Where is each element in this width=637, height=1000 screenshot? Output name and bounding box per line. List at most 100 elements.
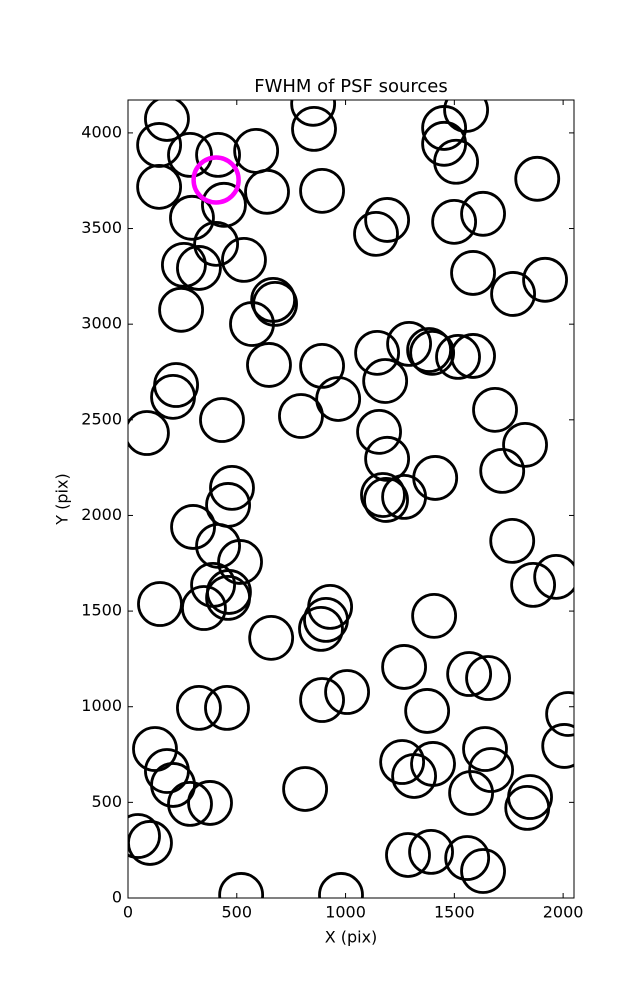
source-circle [353, 210, 399, 257]
source-circle [379, 739, 426, 785]
source-circle [404, 688, 451, 734]
source-circle [233, 127, 280, 174]
source-circle [299, 342, 345, 389]
source-circle [303, 596, 349, 643]
source-circle [450, 250, 496, 296]
source-circle [246, 342, 292, 388]
source-circle [250, 276, 297, 323]
source-circle [158, 286, 204, 333]
source-circle [244, 168, 290, 215]
source-circle [137, 581, 183, 627]
x-tick-label: 2000 [543, 903, 584, 922]
source-circle [541, 723, 574, 769]
source-circle [385, 832, 431, 878]
source-circle [191, 155, 241, 205]
source-circle [472, 386, 518, 433]
x-axis-label: X (pix) [325, 928, 378, 947]
x-tick-label: 1500 [434, 903, 475, 922]
source-circle [408, 829, 454, 875]
source-circle [170, 504, 216, 550]
source-circle [128, 410, 170, 456]
source-circle [460, 848, 506, 894]
source-circle [364, 435, 411, 482]
source-circle [490, 271, 536, 317]
x-tick-label: 1000 [325, 903, 366, 922]
y-tick-label: 1000 [81, 696, 122, 715]
source-circle [136, 163, 183, 210]
source-circle [363, 477, 409, 523]
source-circle [324, 669, 370, 715]
source-circle [169, 194, 215, 241]
source-circle [462, 726, 508, 772]
source-circle [448, 770, 494, 816]
source-circle [465, 655, 511, 701]
source-circle [150, 373, 196, 420]
chart-title: FWHM of PSF sources [254, 76, 448, 97]
source-circle [209, 465, 255, 511]
source-circle [290, 100, 337, 127]
x-tick-label: 0 [123, 903, 133, 922]
source-circle [167, 131, 213, 178]
source-circle [299, 677, 345, 723]
source-circle [362, 358, 409, 404]
y-tick-label: 4000 [81, 122, 122, 141]
source-circle [205, 574, 251, 621]
source-circle [444, 835, 491, 881]
source-circle [411, 592, 458, 639]
source-circle [252, 280, 298, 327]
source-circle [248, 614, 295, 661]
source-circle [136, 122, 183, 168]
source-circle [128, 820, 173, 866]
source-circle [217, 539, 263, 585]
source-circle [201, 181, 247, 228]
y-tick-label: 0 [112, 888, 122, 907]
source-circle [450, 333, 496, 379]
source-circle [504, 785, 551, 831]
y-tick-label: 2000 [81, 505, 122, 524]
source-circle [406, 327, 453, 373]
source-circle [315, 376, 362, 422]
source-circle [410, 741, 456, 787]
source-circle [181, 585, 227, 631]
source-circle [446, 651, 493, 697]
source-circle [144, 100, 190, 142]
y-tick-label: 3500 [81, 218, 122, 237]
source-circle [468, 747, 515, 793]
y-tick-label: 3000 [81, 314, 122, 333]
source-circle [221, 237, 267, 283]
source-circle [187, 780, 233, 826]
source-circle [356, 408, 402, 455]
source-circle [278, 393, 324, 439]
source-circle [176, 684, 222, 731]
source-circle [381, 473, 427, 520]
axes-frame [127, 99, 575, 899]
source-circle [412, 455, 459, 501]
source-circle [199, 397, 245, 443]
source-circle [489, 517, 536, 564]
source-circle [150, 762, 196, 808]
source-circle [431, 198, 478, 245]
y-tick-label: 1500 [81, 601, 122, 620]
source-circle [195, 131, 241, 178]
source-circle [291, 105, 337, 152]
source-circle [502, 421, 548, 468]
source-circle [132, 726, 178, 772]
source-circle [421, 105, 468, 151]
source-circle [298, 605, 344, 652]
source-circle [354, 329, 401, 376]
source-circle [167, 780, 213, 827]
source-circle [435, 333, 481, 380]
y-tick-label: 2500 [81, 409, 122, 428]
source-circle [364, 197, 411, 243]
source-circle [360, 472, 406, 518]
source-circle [299, 167, 345, 214]
source-circle [533, 553, 574, 600]
y-axis-label: Y (pix) [53, 473, 72, 525]
plot-area [128, 100, 574, 898]
source-circle [218, 872, 265, 898]
source-circle [460, 190, 506, 237]
source-circle [386, 320, 432, 367]
source-circle [514, 155, 561, 202]
